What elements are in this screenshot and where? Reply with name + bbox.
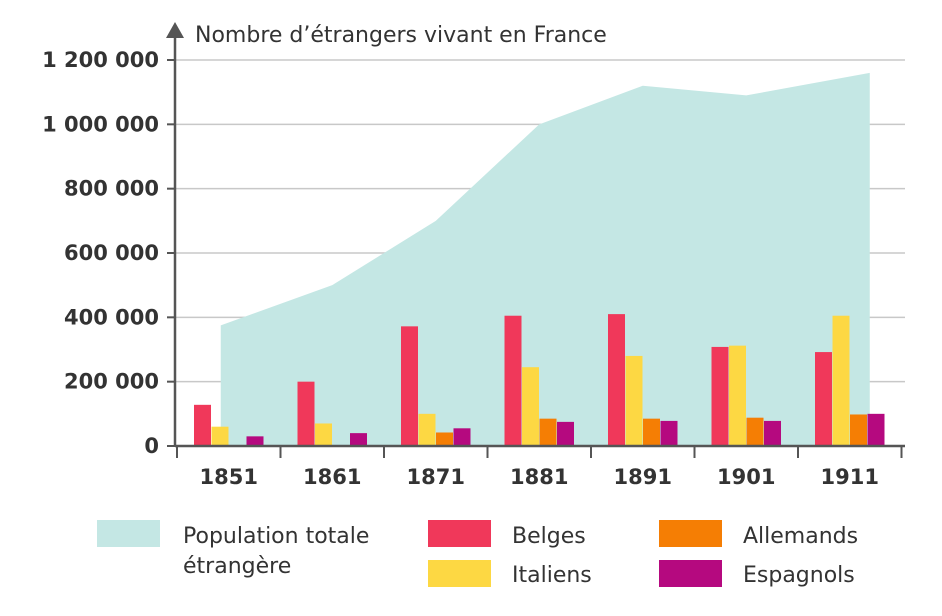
legend-swatch-italiens [428, 560, 491, 587]
legend-label-italiens: Italiens [512, 563, 592, 588]
bars-layer [194, 314, 885, 446]
legend-label-belges: Belges [512, 524, 586, 549]
bar-italiens-1871 [418, 413, 436, 446]
bar-italiens-1861 [315, 423, 332, 446]
bar-italiens-1911 [832, 315, 850, 446]
legend-swatch-belges [428, 520, 491, 547]
y-tick-label: 0 [144, 434, 159, 458]
x-tick-label: 1881 [510, 465, 568, 489]
bar-belges-1861 [297, 381, 315, 446]
bar-belges-1871 [401, 326, 418, 446]
bar-italiens-1901 [729, 345, 746, 446]
area-layer [220, 72, 870, 446]
bar-belges-1911 [815, 352, 832, 446]
legend-label-allemands: Allemands [743, 524, 858, 549]
y-tick-label: 600 000 [64, 241, 159, 265]
x-tick-label: 1911 [821, 465, 879, 489]
bar-italiens-1881 [522, 367, 539, 446]
bar-espagnols-1911 [867, 413, 885, 446]
legend-label-espagnols: Espagnols [743, 563, 855, 588]
bar-italiens-1851 [211, 426, 229, 446]
y-axis-arrow [166, 22, 184, 38]
axes-layer: 0 200 000 400 000 600 000 800 000 1 000 000 1 … [42, 22, 905, 489]
bar-allemands-1871 [436, 432, 453, 446]
x-tick-label: 1861 [303, 465, 361, 489]
bar-espagnols-1861 [350, 433, 367, 446]
y-tick-label: 400 000 [64, 305, 159, 329]
legend-label-population-totale: Population totale [183, 524, 369, 549]
legend-label-population-totale: étrangère [183, 554, 291, 579]
bar-espagnols-1851 [246, 436, 264, 446]
bar-allemands-1891 [643, 418, 660, 446]
x-tick-label: 1891 [614, 465, 672, 489]
legend: Population totale étrangère Belges Italiens… [97, 520, 858, 588]
bar-belges-1891 [608, 314, 625, 446]
y-tick-label: 800 000 [64, 177, 159, 201]
x-tick-label: 1871 [407, 465, 465, 489]
x-tick-label: 1901 [717, 465, 775, 489]
bar-allemands-1901 [746, 417, 764, 446]
area-population-totale [220, 72, 870, 446]
bar-espagnols-1891 [660, 420, 678, 446]
y-tick-label: 1 200 000 [42, 48, 159, 72]
bar-allemands-1911 [850, 414, 867, 446]
bar-belges-1851 [194, 404, 211, 446]
bar-italiens-1891 [625, 355, 643, 446]
bar-allemands-1881 [539, 418, 557, 446]
x-tick-label: 1851 [200, 465, 258, 489]
bar-espagnols-1901 [764, 420, 781, 446]
bar-belges-1881 [504, 315, 522, 446]
y-tick-label: 1 000 000 [42, 112, 159, 136]
bar-belges-1901 [711, 346, 729, 446]
bar-espagnols-1881 [557, 421, 574, 446]
y-tick-label: 200 000 [64, 370, 159, 394]
y-axis-label: Nombre d’étrangers vivant en France [195, 23, 607, 48]
legend-swatch-espagnols [659, 560, 722, 587]
bar-espagnols-1871 [453, 428, 471, 446]
legend-swatch-population-totale [97, 520, 160, 547]
legend-swatch-allemands [659, 520, 722, 547]
